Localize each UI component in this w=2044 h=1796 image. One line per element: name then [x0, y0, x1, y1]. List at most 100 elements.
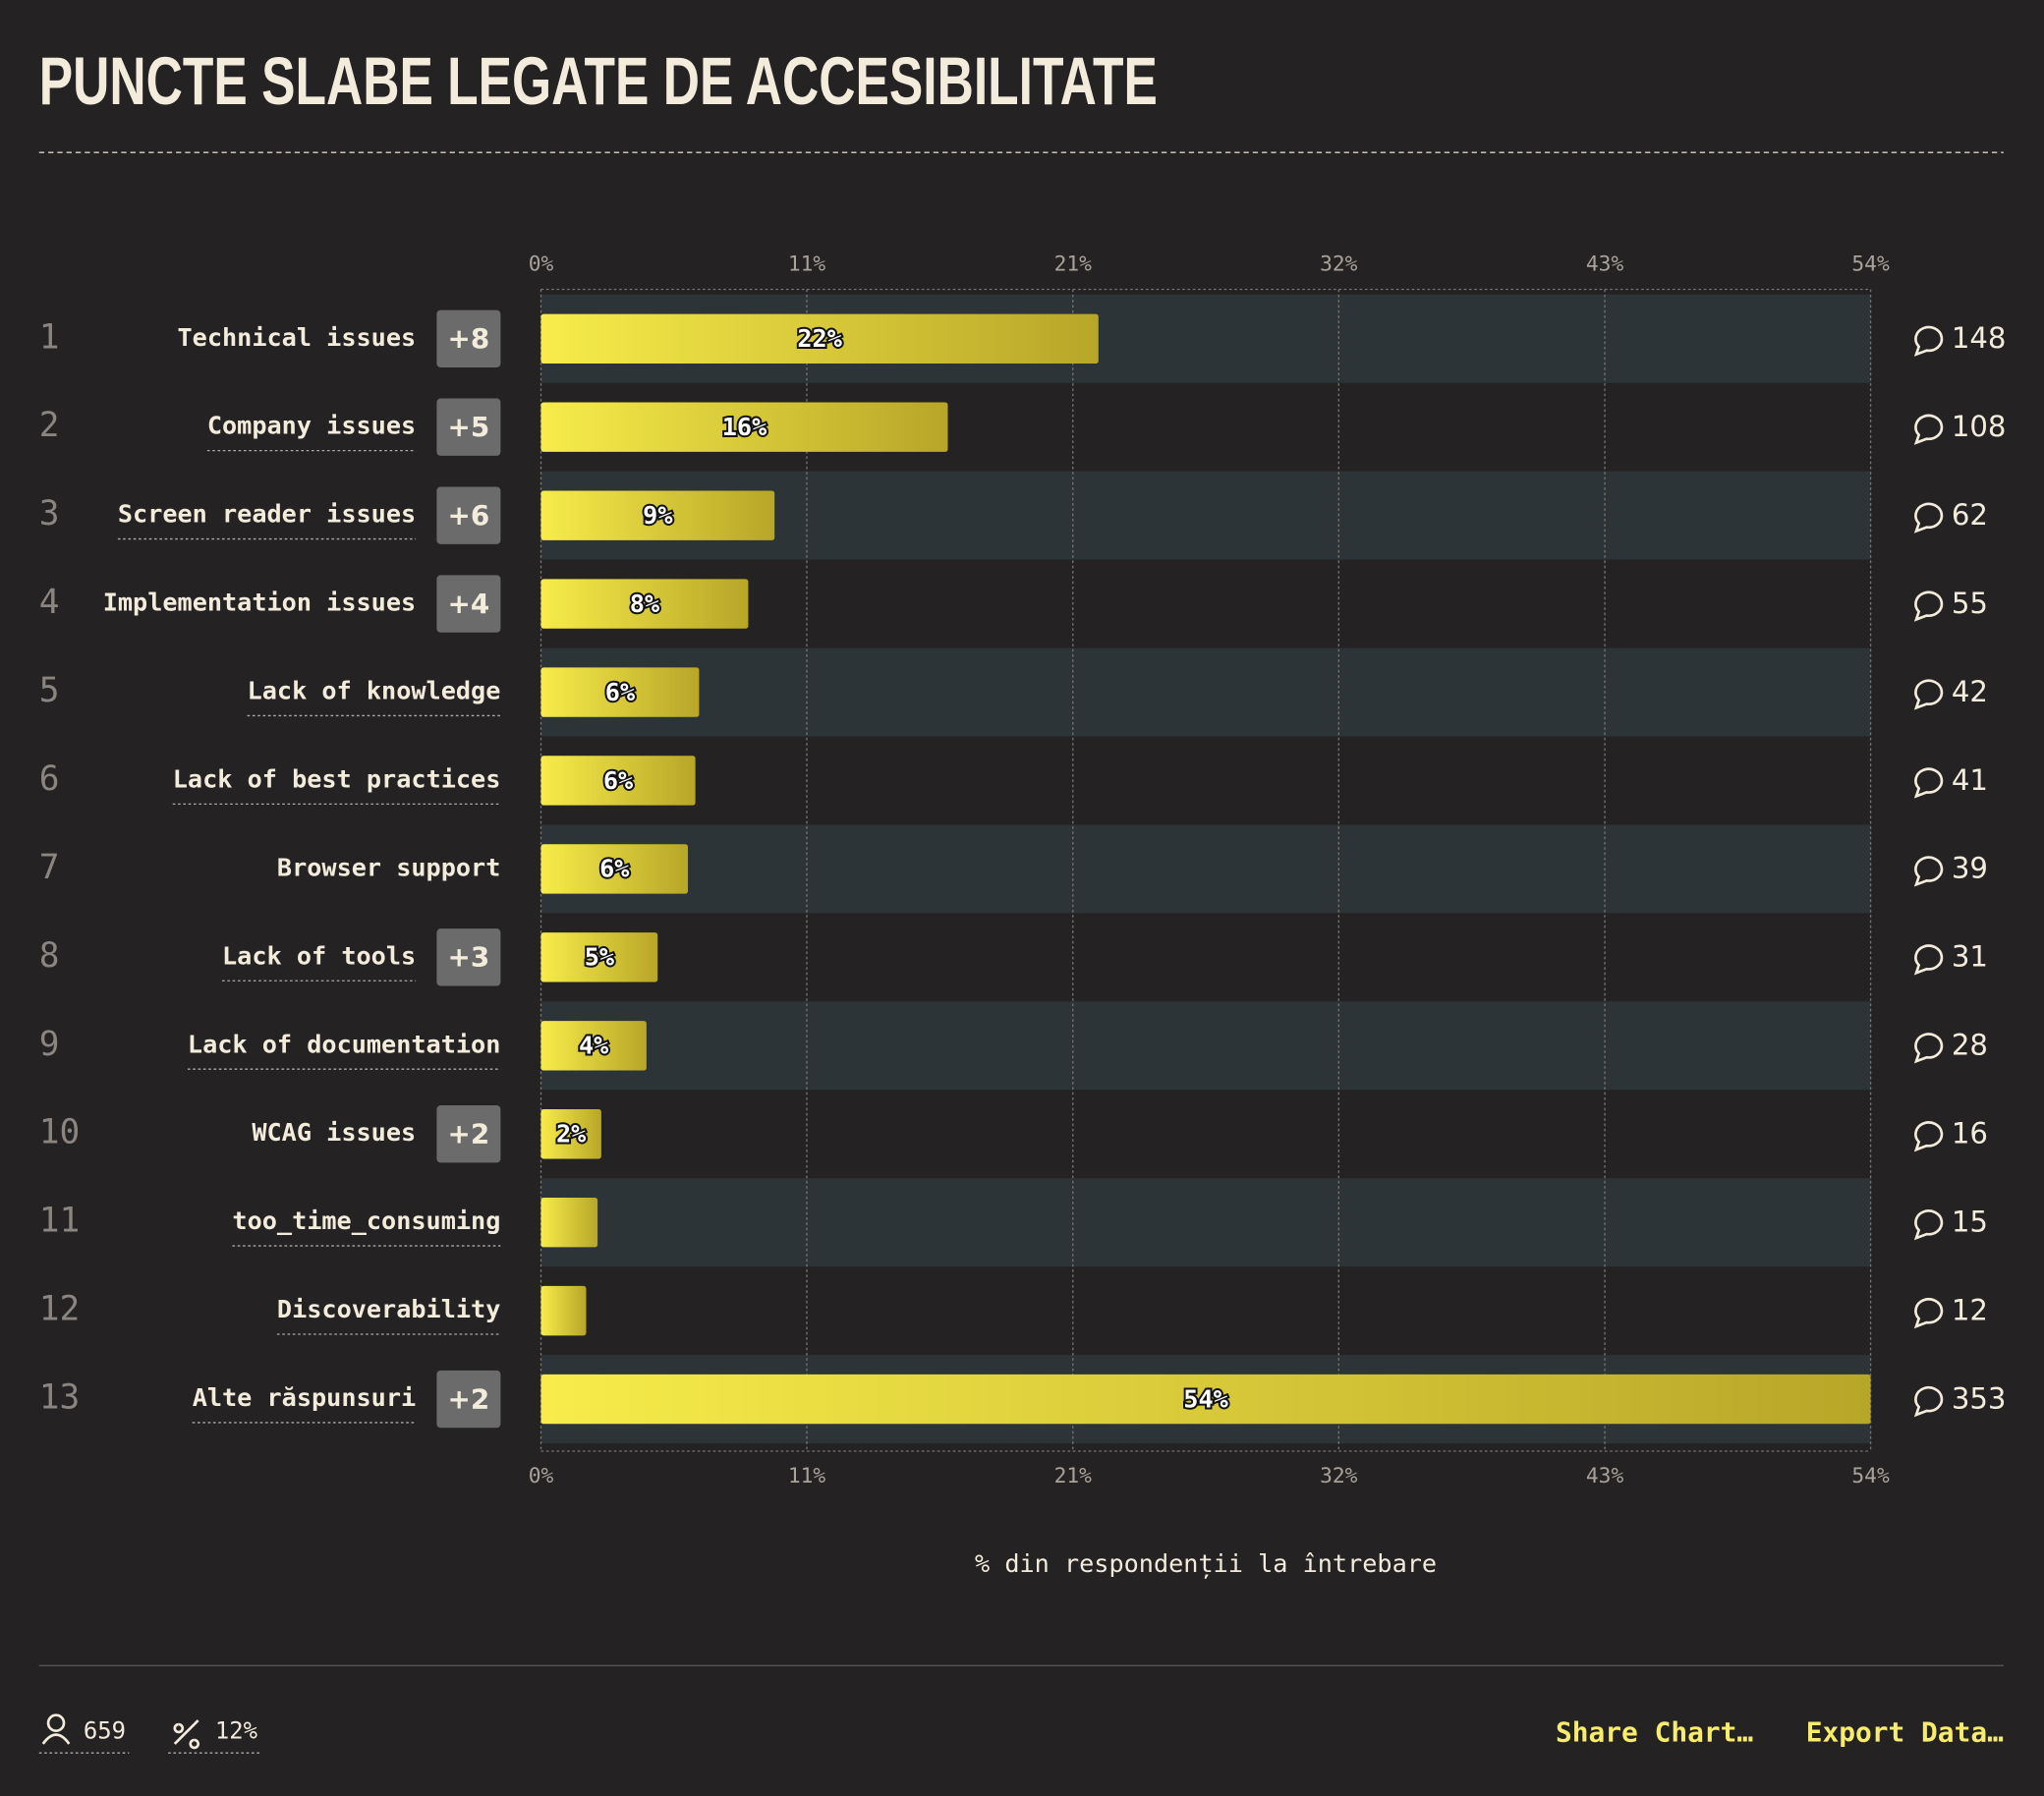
comment-icon: [1913, 325, 1944, 357]
badge: [436, 575, 501, 633]
comment-icon: [1913, 1385, 1944, 1418]
x-tick-label: 11%: [788, 1464, 826, 1488]
badge-label[interactable]: +3: [448, 941, 490, 974]
comment-count[interactable]: 16: [1952, 1117, 1988, 1151]
category-label: too_time_consuming: [232, 1207, 500, 1235]
category-label: Lack of tools: [222, 941, 416, 970]
comment-count[interactable]: 39: [1952, 852, 1988, 885]
bar: [540, 932, 658, 982]
rank: 7: [39, 848, 60, 887]
x-tick-label: 0%: [529, 252, 554, 276]
person-icon: [41, 1733, 71, 1745]
chart-title: PUNCTE SLABE LEGATE DE ACCESIBILITATE: [39, 43, 1158, 119]
value-label: 54%: [1183, 1384, 1228, 1413]
respondents[interactable]: 659: [38, 1713, 130, 1754]
badge-label[interactable]: +2: [448, 1118, 490, 1151]
rank: 13: [39, 1378, 81, 1418]
rank: 8: [39, 936, 60, 976]
category-label: Discoverability: [277, 1295, 500, 1323]
comment-icon: [1913, 767, 1944, 799]
percent-icon: [173, 1719, 199, 1750]
comment-icon: [1913, 856, 1944, 887]
category-label: Lack of best practices: [173, 764, 501, 793]
category-label: Lack of documentation: [188, 1030, 500, 1058]
badge: [436, 928, 501, 986]
comment-count[interactable]: 62: [1952, 498, 1988, 532]
x-tick-label: 0%: [529, 1464, 554, 1488]
value-label: 4%: [579, 1032, 608, 1060]
badge-label[interactable]: +5: [448, 411, 490, 443]
x-tick-label: 32%: [1320, 252, 1358, 276]
comment-count[interactable]: 42: [1952, 675, 1988, 708]
comment-icon: [1913, 1298, 1944, 1329]
share-button[interactable]: Share Chart…: [1556, 1715, 1753, 1748]
x-tick-label: 21%: [1054, 252, 1093, 276]
badge-label[interactable]: +8: [448, 322, 490, 355]
comment-count[interactable]: 108: [1952, 410, 2007, 443]
value-label: 5%: [585, 943, 614, 972]
value-label: 6%: [603, 766, 633, 795]
person-icon: [46, 1713, 66, 1732]
category-label: Implementation issues: [103, 589, 416, 617]
rank: 1: [39, 317, 60, 357]
row-band: [540, 1178, 1871, 1267]
value-label: 8%: [630, 589, 659, 618]
x-tick-label: 21%: [1054, 1464, 1093, 1488]
value-label: 6%: [605, 678, 635, 706]
rank: 5: [39, 671, 60, 710]
comment-icon: [1913, 414, 1944, 445]
comment-count[interactable]: 148: [1952, 321, 2007, 355]
bar: [540, 1374, 1871, 1425]
comment-icon: [1913, 944, 1944, 976]
rank: 6: [39, 759, 60, 799]
value-label: 2%: [556, 1120, 586, 1149]
respondent-count: 659: [84, 1716, 126, 1744]
comment-icon: [1913, 1033, 1944, 1064]
category-label: WCAG issues: [252, 1118, 416, 1147]
badge-label[interactable]: +2: [448, 1382, 490, 1415]
completion[interactable]: 12%: [168, 1716, 259, 1754]
badge: [436, 309, 501, 367]
comment-icon: [1913, 590, 1944, 622]
comment-icon: [1913, 679, 1944, 710]
rank: 9: [39, 1025, 60, 1064]
row-band: [540, 824, 1871, 914]
badge-label[interactable]: +6: [448, 499, 490, 532]
comment-count[interactable]: 31: [1952, 940, 1988, 974]
category-label: Browser support: [277, 853, 500, 881]
bar: [540, 844, 689, 894]
x-tick-label: 54%: [1851, 1464, 1890, 1488]
rank: 2: [39, 406, 60, 445]
row-bands: [540, 294, 1871, 1444]
value-label: 16%: [722, 413, 766, 441]
badge: [436, 1105, 501, 1163]
comment-count[interactable]: 15: [1952, 1206, 1988, 1239]
comment-count[interactable]: 353: [1952, 1381, 2007, 1415]
comment-count[interactable]: 28: [1952, 1029, 1988, 1062]
comment-icon: [1913, 1121, 1944, 1152]
x-tick-label: 11%: [788, 252, 826, 276]
value-label: 6%: [599, 855, 629, 883]
badge: [436, 1370, 501, 1429]
x-tick-label: 54%: [1851, 252, 1890, 276]
category-label: Company issues: [207, 412, 416, 440]
export-button[interactable]: Export Data…: [1806, 1715, 2004, 1748]
comment-count[interactable]: 12: [1952, 1293, 1988, 1326]
rank: 3: [39, 494, 60, 533]
bar: [540, 1109, 601, 1159]
badge-label[interactable]: +4: [448, 588, 490, 620]
comment-count[interactable]: 55: [1952, 587, 1988, 620]
comment-count[interactable]: 41: [1952, 763, 1988, 797]
comment-icon: [1913, 1209, 1944, 1241]
category-label: Technical issues: [178, 323, 417, 352]
x-tick-label: 43%: [1586, 1464, 1624, 1488]
bar: [540, 490, 775, 540]
x-axis-label: % din respondenții la întrebare: [975, 1549, 1437, 1579]
rank: 10: [39, 1113, 81, 1152]
x-tick-label: 43%: [1586, 252, 1624, 276]
badge: [436, 486, 501, 544]
comment-icon: [1913, 502, 1944, 533]
bar: [540, 1285, 587, 1336]
row-band: [540, 647, 1871, 737]
